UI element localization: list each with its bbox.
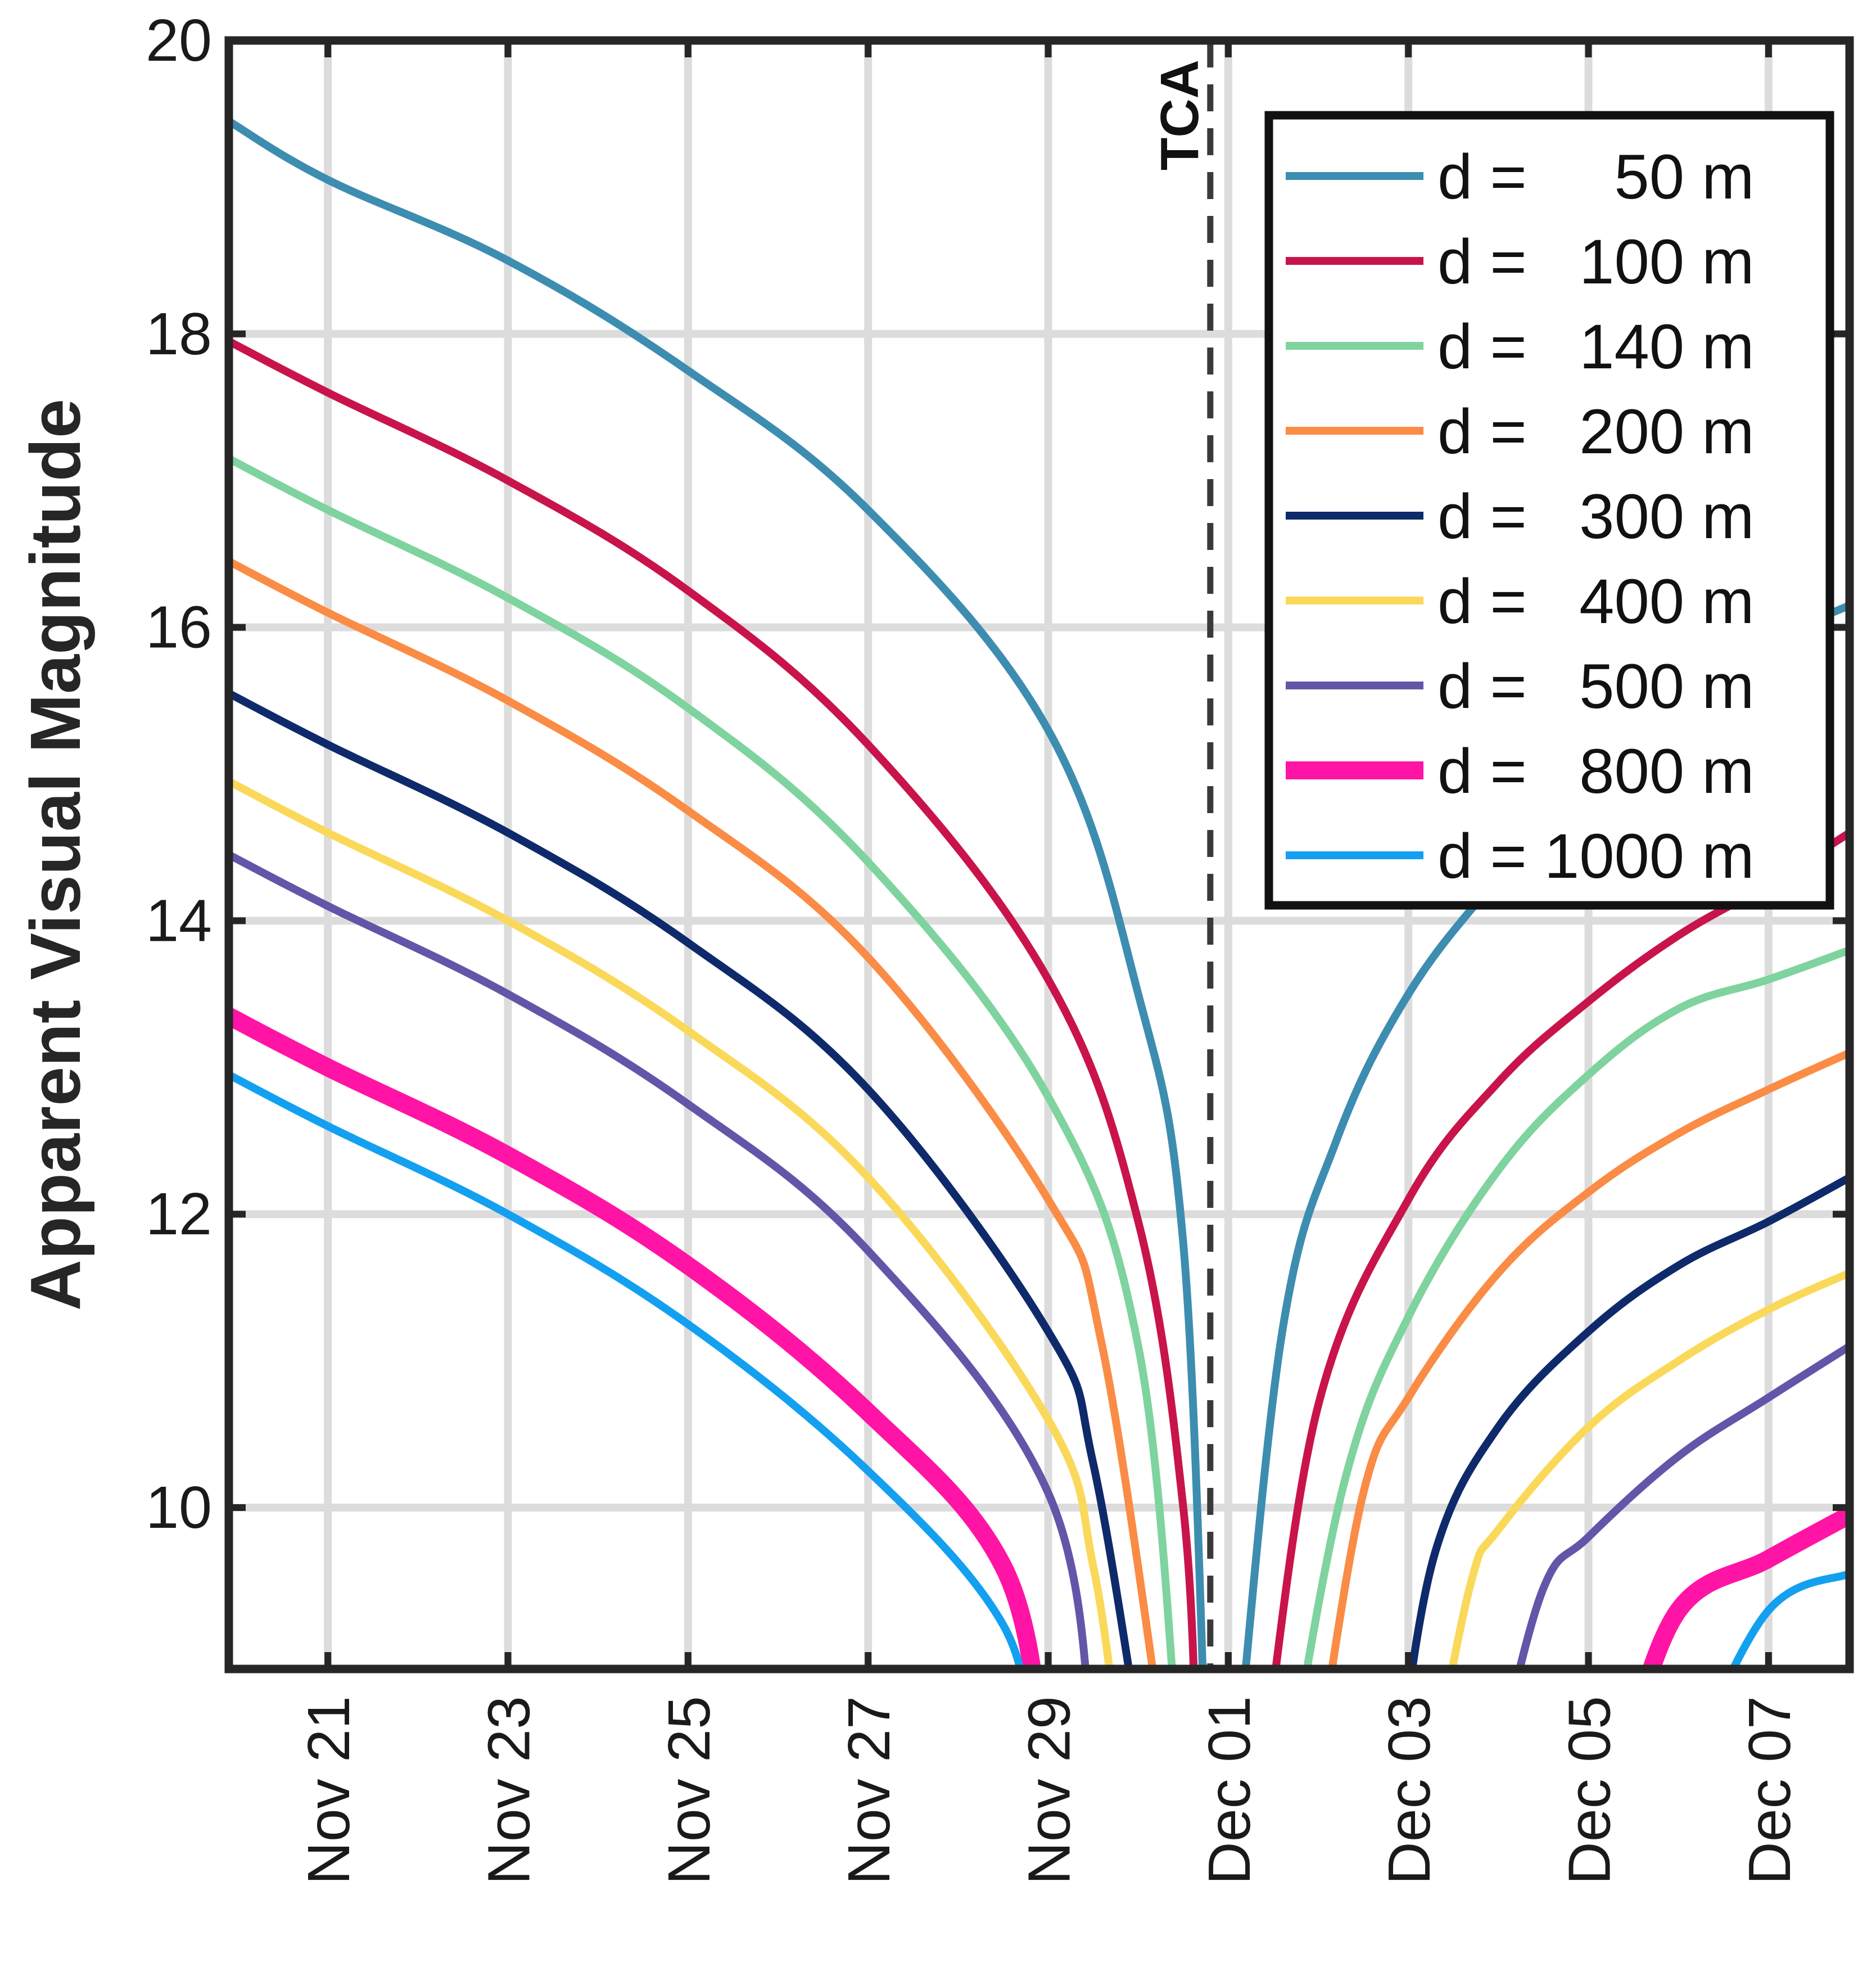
plot-frame [224,36,1854,1673]
axes: Nov 21 Nov 23 Nov 25 Nov 27 Nov 29 Dec 01 Dec … [146,7,1854,1885]
legend: d = 50 m d = 100 m d = 140 m d = 200 m d = 3… [1264,111,1834,910]
series-line-3-post-tca [1328,1049,1850,1669]
x-tick-label: Nov 21 [296,1696,362,1885]
x-tick-label: Dec 01 [1196,1696,1263,1885]
series-line-6-pre-tca [229,851,1090,1669]
tca-label: TCA [1150,60,1210,170]
legend-label: d = 140 m [1437,312,1754,382]
legend-label: d = 100 m [1437,227,1754,297]
x-tick-label: Dec 05 [1557,1696,1623,1885]
legend-label: d = 800 m [1437,736,1754,806]
x-tick-label: Nov 23 [476,1696,543,1885]
legend-label: d = 1000 m [1437,821,1755,891]
y-tick-label: 12 [146,1181,212,1247]
series-line-7-pre-tca [229,1008,1042,1669]
series-line-7-post-tca [1642,1507,1850,1669]
series-line-1-pre-tca [229,337,1198,1669]
series-line-0-pre-tca [229,118,1207,1669]
series-line-4-post-tca [1408,1174,1850,1669]
series-line-8-pre-tca [229,1071,1024,1669]
x-tick-label: Nov 29 [1016,1696,1083,1885]
x-tick-label: Nov 27 [836,1696,902,1885]
series-line-5-pre-tca [229,778,1114,1669]
y-axis-title-group: Apparent Visual Magnitude [16,399,95,1311]
series-line-2-post-tca [1303,946,1850,1669]
x-tick-label: Dec 07 [1737,1696,1803,1885]
legend-label: d = 200 m [1437,396,1754,467]
series-line-4-pre-tca [229,689,1133,1669]
legend-label: d = 500 m [1437,651,1754,721]
legend-label: d = 300 m [1437,481,1754,552]
y-tick-label: 18 [146,301,212,367]
x-tick-label: Dec 03 [1376,1696,1443,1885]
series-line-2-pre-tca [229,455,1176,1669]
series-line-6-post-tca [1515,1343,1850,1669]
annotation-layer: TCA [1150,40,1214,1669]
legend-label: d = 50 m [1437,142,1754,212]
series-line-5-post-tca [1448,1269,1850,1669]
y-tick-label: 10 [146,1474,212,1541]
y-tick-label: 14 [146,887,212,954]
y-tick-label: 16 [146,594,212,661]
series-line-3-pre-tca [229,557,1157,1669]
legend-label: d = 400 m [1437,566,1754,637]
series-line-8-post-tca [1729,1569,1850,1669]
y-tick-label: 20 [146,7,212,74]
y-axis-title: Apparent Visual Magnitude [16,399,95,1311]
x-tick-label: Nov 25 [656,1696,722,1885]
